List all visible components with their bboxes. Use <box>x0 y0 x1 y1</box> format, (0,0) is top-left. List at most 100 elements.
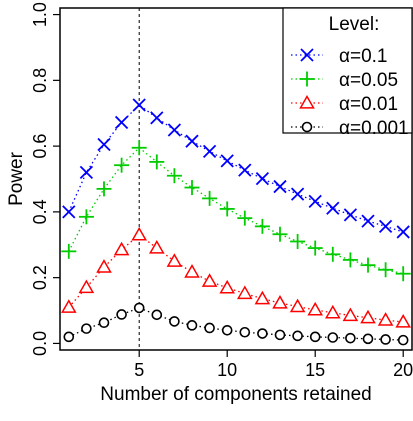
legend-entry: α=0.01 <box>291 94 398 115</box>
point-marker-x <box>361 214 375 228</box>
x-tick-label: 20 <box>393 360 413 380</box>
point-marker-x <box>290 187 305 201</box>
y-tick-label: 0.4 <box>30 199 50 224</box>
y-tick-label: 0.0 <box>30 331 50 356</box>
point-marker-plus <box>237 210 253 226</box>
point-marker-x <box>326 201 340 215</box>
point-marker-plus <box>307 240 323 256</box>
point-marker-circle <box>169 316 180 327</box>
point-marker-triangle <box>201 273 218 287</box>
point-marker-triangle <box>166 253 183 267</box>
x-tick-label: 10 <box>217 360 237 380</box>
point-marker-triangle <box>325 304 341 319</box>
point-marker-triangle <box>96 259 112 273</box>
point-marker-circle <box>133 302 145 314</box>
point-marker-circle <box>309 331 321 343</box>
legend-entries: α=0.1 α=0.05 α=0.01 α=0.001 <box>291 46 409 139</box>
point-marker-plus <box>290 233 306 249</box>
point-marker-plus <box>96 181 112 197</box>
point-marker-x <box>220 154 234 168</box>
point-marker-x <box>150 111 164 125</box>
y-tick-label: 0.8 <box>30 68 50 93</box>
point-marker-x <box>114 115 129 130</box>
plot-frame <box>59 7 413 351</box>
point-marker-x <box>343 208 358 222</box>
point-marker-triangle <box>184 264 200 278</box>
y-axis-label: Power <box>6 151 27 206</box>
y-tick-label: 0.6 <box>30 134 50 159</box>
legend-box <box>282 7 413 134</box>
point-marker-triangle <box>131 226 147 241</box>
point-marker-plus <box>395 266 411 282</box>
point-marker-triangle <box>272 294 288 309</box>
series-0 <box>62 98 410 239</box>
point-marker-plus <box>342 252 358 268</box>
point-marker-triangle <box>78 279 95 294</box>
x-tick-label: 15 <box>305 360 325 380</box>
point-marker-x <box>185 134 199 148</box>
series-line <box>68 146 404 275</box>
plot-content <box>61 8 411 350</box>
point-marker-circle <box>380 334 391 345</box>
point-marker-x <box>202 144 217 159</box>
point-marker-circle <box>301 121 313 133</box>
point-marker-circle <box>221 324 233 336</box>
point-marker-triangle <box>342 307 359 322</box>
point-marker-circle <box>327 332 339 343</box>
point-marker-plus <box>131 140 147 156</box>
point-marker-x <box>97 137 111 152</box>
point-marker-plus <box>272 226 288 242</box>
point-marker-circle <box>345 332 356 344</box>
point-marker-x <box>300 48 314 62</box>
point-marker-triangle <box>237 285 253 300</box>
point-marker-x <box>378 219 393 233</box>
point-marker-triangle <box>61 299 77 313</box>
legend-label: α=0.05 <box>339 70 398 91</box>
point-marker-triangle <box>377 312 394 326</box>
point-marker-triangle <box>219 279 235 294</box>
point-marker-circle <box>292 330 303 342</box>
axes: 5 10 15 20 0.0 0.2 0.4 0.6 0.8 1.0 <box>30 2 413 380</box>
point-marker-plus <box>166 168 182 184</box>
point-marker-x <box>132 98 146 112</box>
point-marker-circle <box>186 320 198 331</box>
point-marker-circle <box>397 334 409 346</box>
point-marker-plus <box>202 190 218 206</box>
point-marker-triangle <box>149 240 165 254</box>
point-marker-x <box>396 225 410 239</box>
point-marker-plus <box>254 218 270 234</box>
point-marker-circle <box>239 326 251 338</box>
point-marker-plus <box>184 180 200 196</box>
point-marker-plus <box>61 243 77 259</box>
point-marker-triangle <box>360 309 376 324</box>
y-tick-label: 1.0 <box>30 2 50 27</box>
point-marker-circle <box>81 323 92 334</box>
point-marker-x <box>167 123 182 137</box>
point-marker-triangle <box>254 290 271 305</box>
point-marker-x <box>308 194 322 208</box>
point-marker-circle <box>63 331 75 343</box>
point-marker-triangle <box>395 314 411 328</box>
point-marker-x <box>238 163 252 177</box>
legend-entry: α=0.001 <box>291 118 409 139</box>
point-marker-plus <box>378 262 394 278</box>
point-marker-plus <box>114 157 130 173</box>
point-marker-circle <box>116 309 127 320</box>
series-3 <box>63 302 409 346</box>
point-marker-plus <box>325 246 341 262</box>
point-marker-plus <box>78 209 94 225</box>
point-marker-circle <box>257 328 268 339</box>
point-marker-circle <box>151 309 163 321</box>
point-marker-plus <box>149 154 165 170</box>
x-axis-label: Number of components retained <box>100 384 371 405</box>
legend-title: Level: <box>329 14 380 35</box>
legend-entry: α=0.1 <box>291 46 388 67</box>
point-marker-plus <box>360 257 376 273</box>
point-marker-x <box>255 172 270 186</box>
point-marker-x <box>79 165 94 180</box>
point-marker-plus <box>299 71 315 87</box>
legend-entry: α=0.05 <box>291 70 398 91</box>
point-marker-circle <box>204 322 215 334</box>
legend-label: α=0.001 <box>339 118 409 139</box>
